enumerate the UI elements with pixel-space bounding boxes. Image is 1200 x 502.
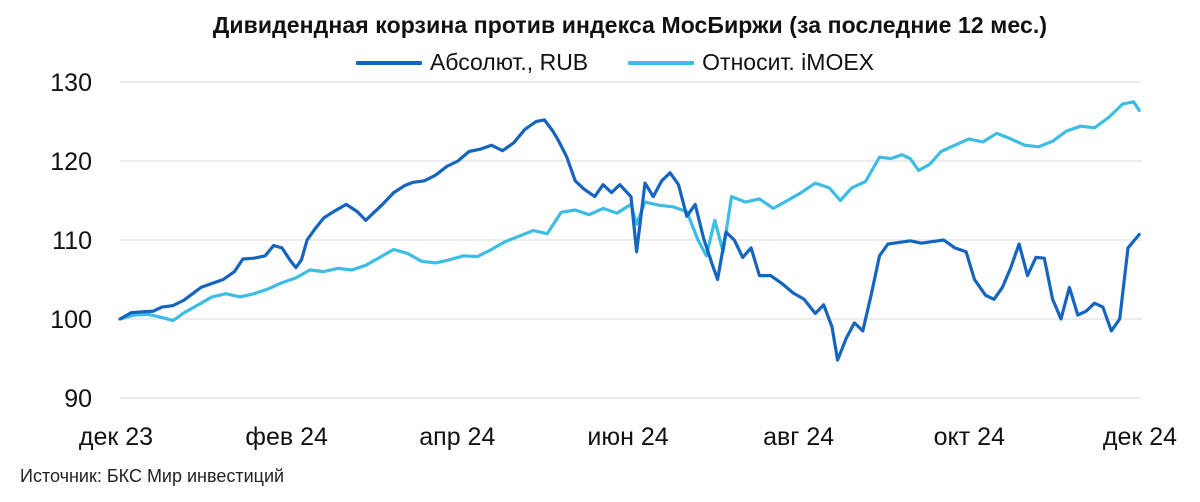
- legend-swatch-relative: [628, 60, 695, 65]
- x-tick-label: дек 23: [79, 423, 153, 451]
- x-tick-label: дек 24: [1103, 423, 1177, 451]
- chart-title: Дивидендная корзина против индекса МосБи…: [212, 12, 1048, 38]
- x-axis-ticks: дек 23 фев 24 апр 24 июн 24 авг 24 окт 24 дек …: [79, 423, 1177, 451]
- series-line-absolute: [118, 118, 1141, 362]
- legend-label-absolute: Абсолют., RUB: [429, 49, 589, 75]
- series-line-relative: [118, 100, 1141, 323]
- y-axis-ticks: 90 100 110 120 130: [50, 69, 92, 413]
- x-tick-label: апр 24: [419, 423, 495, 451]
- x-tick-label: авг 24: [763, 423, 834, 451]
- legend-swatch-absolute: [355, 60, 422, 65]
- source-note: Источник: БКС Мир инвестиций: [20, 466, 285, 486]
- legend-item-relative: Относит. iMOEX: [628, 49, 874, 76]
- y-tick-label: 90: [64, 385, 92, 413]
- gridlines: [120, 81, 1142, 399]
- x-tick-label: окт 24: [934, 423, 1005, 451]
- y-tick-label: 110: [52, 227, 92, 255]
- y-tick-label: 100: [50, 306, 92, 334]
- y-tick-label: 120: [50, 148, 92, 176]
- x-tick-label: фев 24: [245, 423, 328, 451]
- legend-item-absolute: Абсолют., RUB: [355, 49, 589, 76]
- y-tick-label: 130: [50, 69, 92, 97]
- legend-label-relative: Относит. iMOEX: [702, 49, 875, 75]
- x-tick-label: июн 24: [587, 423, 668, 451]
- series-lines: [118, 100, 1141, 362]
- legend: Абсолют., RUB Относит. iMOEX: [0, 49, 1200, 76]
